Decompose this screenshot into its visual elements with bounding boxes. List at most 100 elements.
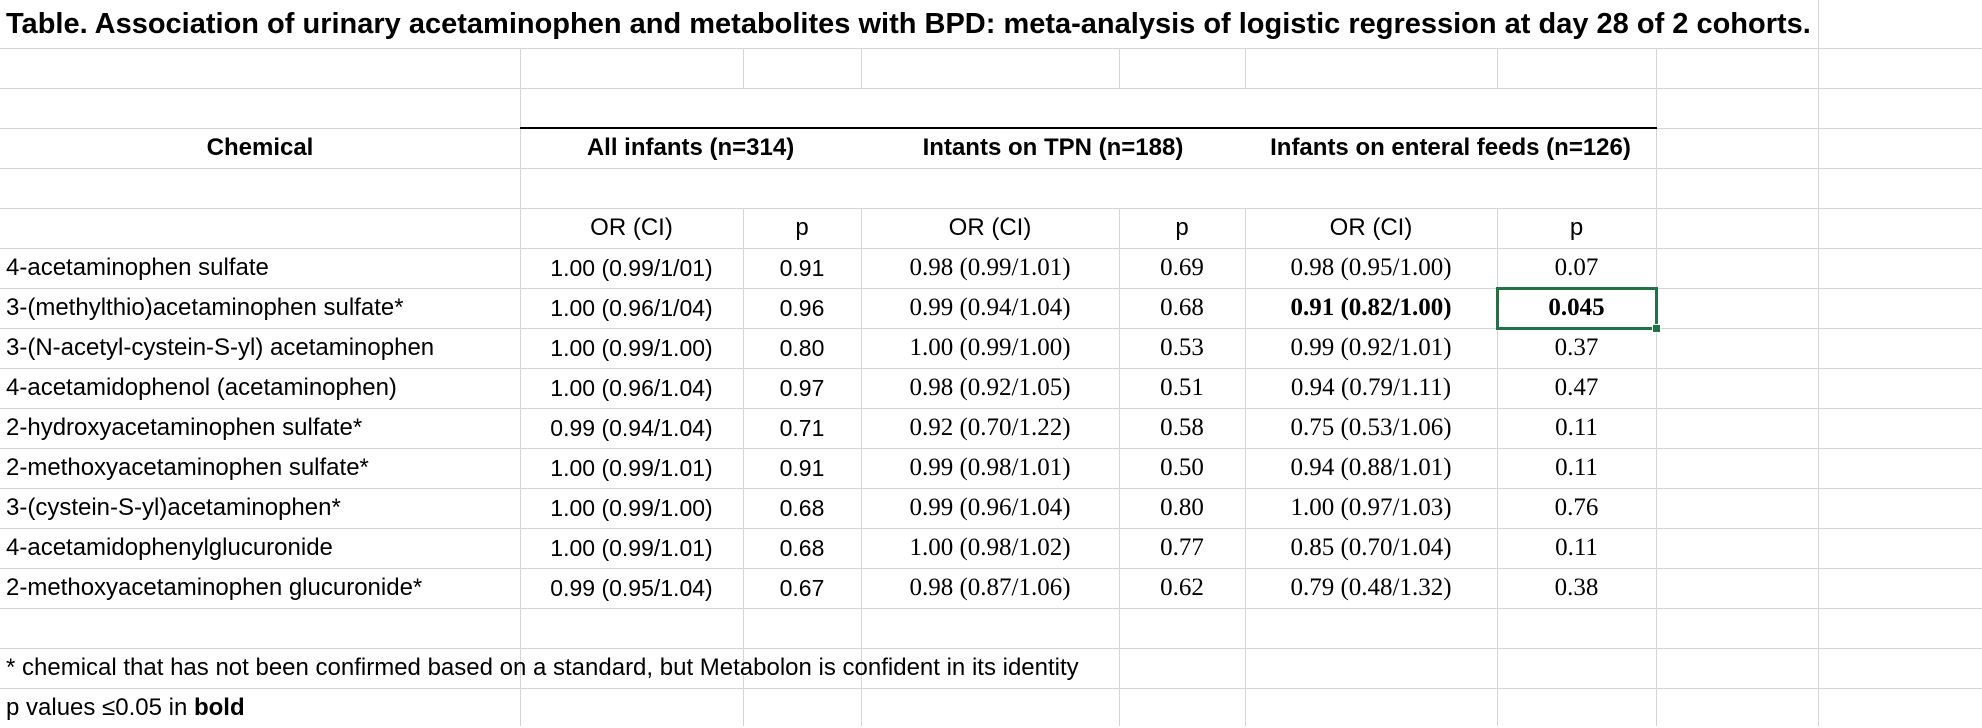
enteral-or-ci[interactable]: 0.98 (0.95/1.00) [1290,254,1452,281]
enteral-p-value[interactable]: 0.11 [1555,454,1598,481]
p-header: p [795,214,809,241]
row-divider [0,688,1982,689]
column-divider [520,0,521,726]
row-divider [0,488,1982,489]
tpn-p-value[interactable]: 0.68 [1160,294,1204,321]
enteral-or-ci[interactable]: 0.99 (0.92/1.01) [1290,334,1452,361]
all-p-value[interactable]: 0.96 [779,295,825,321]
chemical-name[interactable]: 2-hydroxyacetaminophen sulfate* [6,414,363,441]
enteral-p-value[interactable]: 0.07 [1554,254,1599,281]
row-divider [0,528,1982,529]
all-p-value[interactable]: 0.91 [779,255,825,281]
footnote-bold: p values ≤0.05 in bold [0,688,245,728]
enteral-or-ci[interactable]: 0.94 (0.88/1.01) [1290,454,1452,481]
chemical-name[interactable]: 2-methoxyacetaminophen glucuronide* [6,574,423,601]
all-or-ci[interactable]: 1.00 (0.99/1.00) [550,495,713,521]
row-divider [0,448,1982,449]
column-divider [1497,0,1498,726]
chemical-name[interactable]: 3-(N-acetyl-cystein-S-yl) acetaminophen [6,334,435,361]
enteral-or-ci[interactable]: 0.75 (0.53/1.06) [1290,414,1452,441]
all-p-value[interactable]: 0.91 [779,455,825,481]
group-header-band [521,129,1656,168]
tpn-p-value[interactable]: 0.69 [1160,254,1204,281]
tpn-or-ci[interactable]: 0.98 (0.87/1.06) [909,574,1071,601]
or-ci-header: OR (CI) [1329,214,1413,241]
chemical-name[interactable]: 2-methoxyacetaminophen sulfate* [6,454,369,481]
tpn-p-value[interactable]: 0.51 [1160,374,1204,401]
all-p-value[interactable]: 0.68 [779,535,825,561]
tpn-p-value[interactable]: 0.77 [1160,534,1204,561]
enteral-p-value[interactable]: 0.045 [1548,294,1605,321]
all-p-value[interactable]: 0.71 [779,415,825,441]
chemical-name[interactable]: 3-(methylthio)acetaminophen sulfate* [6,294,404,321]
row-divider [0,48,1982,49]
row-divider [0,248,1982,249]
all-or-ci[interactable]: 1.00 (0.99/1/01) [550,255,713,281]
enteral-or-ci[interactable]: 0.79 (0.48/1.32) [1290,574,1452,601]
row-divider [0,88,1982,89]
group-header-enteral: Infants on enteral feeds (n=126) [1270,134,1631,161]
all-or-ci[interactable]: 1.00 (0.99/1.00) [550,335,713,361]
all-p-value[interactable]: 0.68 [779,495,825,521]
tpn-or-ci[interactable]: 0.99 (0.98/1.01) [909,454,1071,481]
chemical-name[interactable]: 4-acetamidophenol (acetaminophen) [6,374,397,401]
enteral-or-ci[interactable]: 1.00 (0.97/1.03) [1290,494,1452,521]
chemical-name[interactable]: 4-acetaminophen sulfate [6,254,269,281]
all-or-ci[interactable]: 1.00 (0.99/1.01) [550,455,713,481]
enteral-p-value[interactable]: 0.37 [1554,334,1599,361]
group-header-all: All infants (n=314) [586,134,795,161]
or-ci-header: OR (CI) [590,214,673,241]
tpn-or-ci[interactable]: 0.92 (0.70/1.22) [909,414,1071,441]
all-or-ci[interactable]: 0.99 (0.94/1.04) [550,415,713,441]
column-divider [1656,0,1657,726]
all-p-value[interactable]: 0.97 [779,375,825,401]
enteral-p-value[interactable]: 0.38 [1554,574,1599,601]
all-or-ci[interactable]: 1.00 (0.96/1/04) [550,295,713,321]
all-or-ci[interactable]: 1.00 (0.96/1.04) [550,375,713,401]
enteral-or-ci[interactable]: 0.94 (0.79/1.11) [1290,374,1452,401]
merged-blank-band [521,89,1656,128]
tpn-p-value[interactable]: 0.80 [1160,494,1204,521]
enteral-or-ci[interactable]: 0.85 (0.70/1.04) [1290,534,1452,561]
column-divider [743,0,744,726]
row-divider [0,648,1982,649]
row-divider [0,328,1982,329]
fill-handle[interactable] [1652,324,1661,333]
tpn-p-value[interactable]: 0.50 [1160,454,1204,481]
enteral-p-value[interactable]: 0.11 [1555,414,1598,441]
enteral-or-ci[interactable]: 0.91 (0.82/1.00) [1290,294,1452,321]
p-header: p [1175,214,1189,241]
all-or-ci[interactable]: 1.00 (0.99/1.01) [550,535,713,561]
tpn-or-ci[interactable]: 1.00 (0.98/1.02) [909,534,1071,561]
column-divider [1818,0,1819,726]
chemical-header: Chemical [206,134,314,161]
p-header: p [1569,214,1584,241]
chemical-name[interactable]: 3-(cystein-S-yl)acetaminophen* [6,494,341,521]
tpn-p-value[interactable]: 0.58 [1160,414,1204,441]
header-top-rule [520,127,1657,129]
footnote-unconfirmed: * chemical that has not been confirmed b… [6,654,1079,681]
enteral-p-value[interactable]: 0.11 [1555,534,1598,561]
enteral-p-value[interactable]: 0.76 [1554,494,1599,521]
tpn-p-value[interactable]: 0.53 [1160,334,1204,361]
all-or-ci[interactable]: 0.99 (0.95/1.04) [550,575,713,601]
tpn-or-ci[interactable]: 0.98 (0.92/1.05) [909,374,1071,401]
tpn-or-ci[interactable]: 0.99 (0.94/1.04) [909,294,1071,321]
enteral-p-value[interactable]: 0.47 [1554,374,1599,401]
all-p-value[interactable]: 0.67 [779,575,825,601]
chemical-name[interactable]: 4-acetamidophenylglucuronide [6,534,333,561]
row-divider [0,408,1982,409]
column-divider [1119,0,1120,726]
all-p-value[interactable]: 0.80 [779,335,825,361]
row-divider [0,208,1982,209]
tpn-or-ci[interactable]: 1.00 (0.99/1.00) [909,334,1071,361]
tpn-p-value[interactable]: 0.62 [1160,574,1204,601]
row-divider [0,608,1982,609]
selected-cell-outline [1496,287,1658,330]
tpn-or-ci[interactable]: 0.98 (0.99/1.01) [909,254,1071,281]
row-divider [0,288,1982,289]
tpn-or-ci[interactable]: 0.99 (0.96/1.04) [909,494,1071,521]
row-divider [0,568,1982,569]
row-divider [0,368,1982,369]
